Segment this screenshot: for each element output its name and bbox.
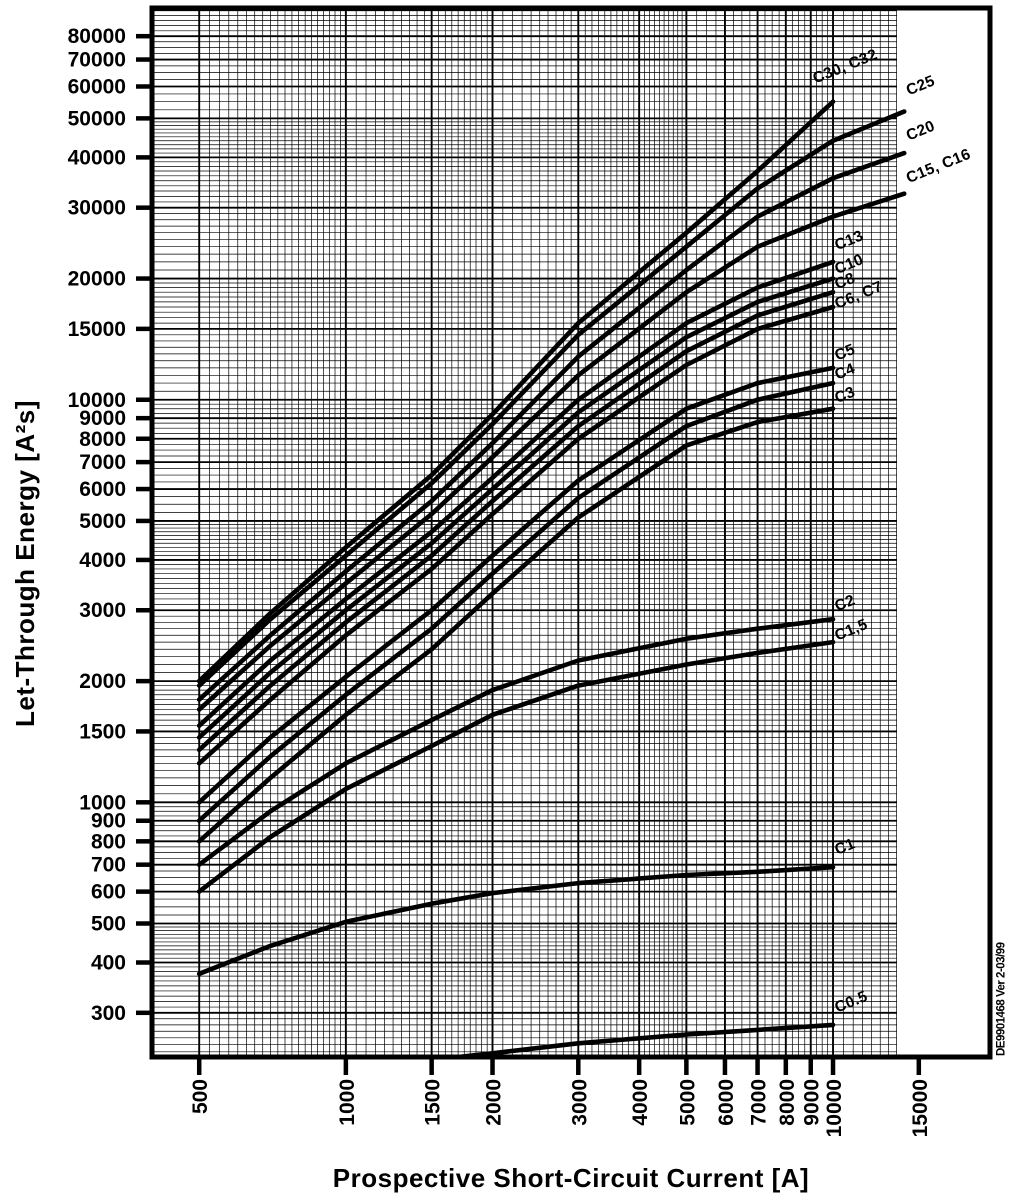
curve-10	[196, 406, 836, 844]
x-tick-label: 10000	[823, 1079, 846, 1137]
curve-label-13: C1	[832, 835, 857, 858]
curve-label-0: C30, C32	[811, 46, 880, 87]
y-tick-label: 500	[91, 913, 126, 936]
y-tick-label: 60000	[68, 75, 126, 98]
curve-label-10: C3	[832, 384, 857, 407]
x-tick-label: 15000	[909, 1079, 932, 1137]
y-tick-label: 1000	[79, 791, 126, 814]
curve-label-3: C15, C16	[904, 146, 973, 187]
curve-11	[196, 616, 836, 867]
y-tick-label: 40000	[68, 146, 126, 169]
y-tick-label: 400	[91, 952, 126, 975]
y-tick-label: 9000	[79, 407, 126, 430]
curve-5	[196, 276, 836, 740]
y-tick-label: 700	[91, 854, 126, 877]
curve-14	[455, 1022, 836, 1060]
x-tick-label: 2000	[483, 1079, 506, 1126]
x-tick-label: 1000	[336, 1079, 359, 1126]
y-tick-label: 70000	[68, 49, 126, 72]
curve-12	[196, 639, 836, 894]
y-tick-label: 80000	[68, 25, 126, 48]
y-tick-label: 3000	[79, 599, 126, 622]
curve-3	[196, 191, 907, 712]
curve-label-6: C8	[832, 270, 857, 293]
x-tick-label: 7000	[748, 1079, 771, 1126]
curve-9	[196, 380, 836, 823]
y-tick-label: 20000	[68, 268, 126, 291]
curve-1	[196, 109, 907, 688]
y-tick-label: 10000	[68, 389, 126, 412]
y-tick-label: 30000	[68, 197, 126, 220]
y-tick-label: 900	[91, 810, 126, 833]
y-tick-label: 800	[91, 830, 126, 853]
x-axis-title: Prospective Short-Circuit Current [A]	[332, 1163, 810, 1193]
curve-8	[196, 365, 836, 805]
y-tick-label: 8000	[79, 428, 126, 451]
x-tick-label: 500	[189, 1079, 212, 1114]
curve-label-2: C20	[904, 118, 938, 145]
curve-label-12: C1,5	[832, 616, 870, 645]
y-axis-title: Let-Through Energy [A²s]	[10, 400, 40, 727]
curve-label-9: C4	[832, 360, 857, 383]
curve-2	[196, 150, 907, 702]
document-stamp: DE9901468 Ver 2-03/99	[995, 942, 1008, 1056]
curve-label-11: C2	[832, 592, 857, 615]
curve-13	[196, 864, 836, 977]
plot-frame	[149, 5, 993, 1060]
curve-4	[196, 259, 836, 728]
curve-label-4: C13	[832, 227, 866, 254]
curve-label-1: C25	[904, 72, 938, 99]
x-tick-label: 9000	[801, 1079, 824, 1126]
y-tick-label: 6000	[79, 478, 126, 501]
x-tick-label: 1500	[422, 1079, 445, 1126]
curve-0	[196, 99, 836, 684]
y-tick-label: 4000	[79, 549, 126, 572]
x-tick-label: 8000	[776, 1079, 799, 1126]
x-tick-label: 5000	[676, 1079, 699, 1126]
x-tick-label: 6000	[715, 1079, 738, 1126]
y-tick-label: 15000	[68, 318, 126, 341]
curve-6	[196, 289, 836, 753]
y-tick-label: 5000	[79, 510, 126, 533]
x-tick-label: 3000	[568, 1079, 591, 1126]
y-tick-label: 300	[91, 1002, 126, 1025]
y-tick-label: 2000	[79, 670, 126, 693]
y-tick-label: 50000	[68, 107, 126, 130]
y-tick-label: 1500	[79, 720, 126, 743]
y-tick-label: 7000	[79, 451, 126, 474]
y-tick-label: 600	[91, 881, 126, 904]
curve-7	[196, 304, 836, 766]
x-tick-label: 4000	[629, 1079, 652, 1126]
curve-label-8: C5	[832, 341, 857, 364]
